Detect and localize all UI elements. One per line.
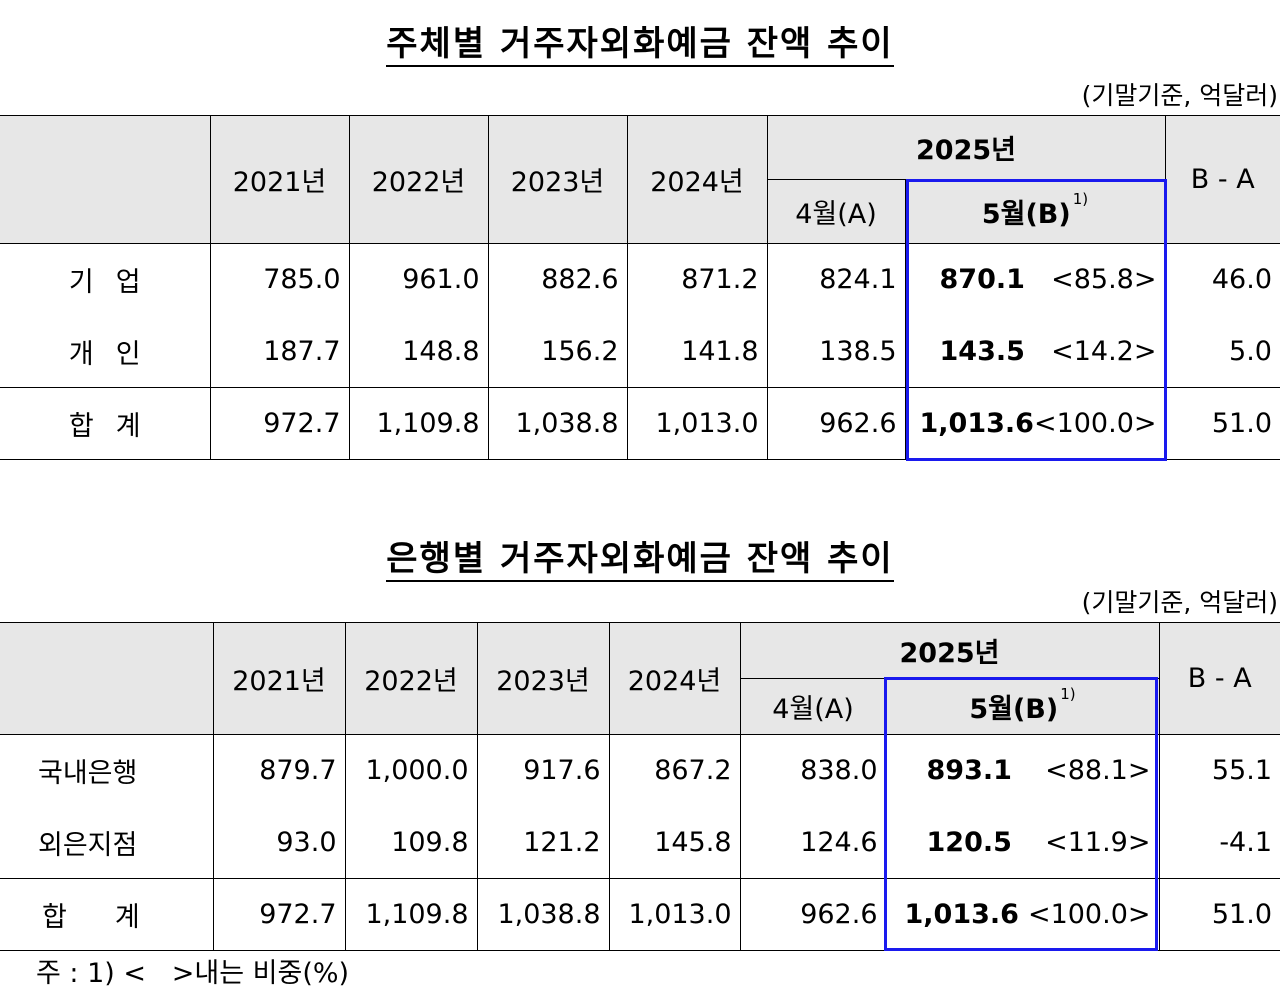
table1-header-2025: 2025년 (766, 115, 1166, 180)
row-label: 합계 (0, 387, 211, 460)
table1-unit: (기말기준, 억달러) (1081, 81, 1278, 110)
table2-unit: (기말기준, 억달러) (1081, 588, 1278, 617)
may-cell: 1,013.6 <100.0> (885, 878, 1160, 951)
cell: 917.6 (476, 734, 610, 807)
cell: 145.8 (608, 806, 741, 879)
table2-header-2021: 2021년 (212, 622, 346, 735)
cell: 972.7 (212, 878, 346, 951)
table1-title: 주체별 거주자외화예금 잔액 추이 (0, 22, 1280, 67)
may-cell: 1,013.6 <100.0> (904, 387, 1166, 460)
table1-header-april: 4월(A) (766, 179, 906, 244)
cell: 1,109.8 (348, 387, 489, 460)
row-label: 외은지점 (0, 806, 214, 879)
cell: 879.7 (212, 734, 346, 807)
row-label: 합계 (0, 878, 214, 951)
diff-cell: 5.0 (1164, 315, 1280, 388)
table1-header-diff: B - A (1164, 115, 1280, 244)
row-label: 개인 (0, 315, 211, 388)
table2-title: 은행별 거주자외화예금 잔액 추이 (0, 537, 1280, 582)
may-cell: 143.5 <14.2> (904, 315, 1166, 388)
cell: 124.6 (739, 806, 887, 879)
cell: 871.2 (626, 243, 768, 316)
may-cell: 870.1 <85.8> (904, 243, 1166, 316)
cell: 1,013.0 (608, 878, 741, 951)
diff-cell: 55.1 (1158, 734, 1280, 807)
cell: 1,013.0 (626, 387, 768, 460)
table2-header-2025: 2025년 (739, 622, 1160, 679)
table2-header-may: 5월(B) 1) (885, 678, 1160, 735)
cell: 1,038.8 (476, 878, 610, 951)
table1-header-may: 5월(B) 1) (904, 179, 1166, 244)
table2-header-2024: 2024년 (608, 622, 741, 735)
cell: 882.6 (487, 243, 628, 316)
table1-header-2024: 2024년 (626, 115, 768, 244)
cell: 148.8 (348, 315, 489, 388)
table1-header-2023: 2023년 (487, 115, 628, 244)
table2-header-diff: B - A (1158, 622, 1280, 735)
table2-header-blank (0, 622, 214, 735)
cell: 961.0 (348, 243, 489, 316)
table1-row-total: 합계 972.7 1,109.8 1,038.8 1,013.0 962.6 1… (0, 387, 1280, 460)
cell: 109.8 (344, 806, 478, 879)
table1: 2021년 2022년 2023년 2024년 2025년 B - A 4월(A… (0, 115, 1280, 460)
table2-row-foreign: 외은지점 93.0 109.8 121.2 145.8 124.6 120.5 <… (0, 806, 1280, 879)
table1-header-blank (0, 115, 211, 244)
cell: 93.0 (212, 806, 346, 879)
may-cell: 893.1 <88.1> (885, 734, 1160, 807)
table1-row-corporate: 기업 785.0 961.0 882.6 871.2 824.1 870.1 <8… (0, 243, 1280, 316)
cell: 156.2 (487, 315, 628, 388)
table2: 2021년 2022년 2023년 2024년 2025년 B - A 4월(A… (0, 622, 1280, 951)
cell: 187.7 (209, 315, 350, 388)
cell: 838.0 (739, 734, 887, 807)
diff-cell: -4.1 (1158, 806, 1280, 879)
cell: 121.2 (476, 806, 610, 879)
cell: 138.5 (766, 315, 906, 388)
footnote: 주 : 1) < >내는 비중(%) (36, 958, 350, 989)
table1-header-2022: 2022년 (348, 115, 489, 244)
cell: 972.7 (209, 387, 350, 460)
table2-header-2023: 2023년 (476, 622, 610, 735)
diff-cell: 51.0 (1164, 387, 1280, 460)
cell: 962.6 (766, 387, 906, 460)
diff-cell: 46.0 (1164, 243, 1280, 316)
row-label: 국내은행 (0, 734, 214, 807)
table1-row-individual: 개인 187.7 148.8 156.2 141.8 138.5 143.5 <1… (0, 315, 1280, 388)
table2-row-total: 합계 972.7 1,109.8 1,038.8 1,013.0 962.6 1… (0, 878, 1280, 951)
may-cell: 120.5 <11.9> (885, 806, 1160, 879)
table2-header-2022: 2022년 (344, 622, 478, 735)
cell: 824.1 (766, 243, 906, 316)
cell: 785.0 (209, 243, 350, 316)
table1-header-2021: 2021년 (209, 115, 350, 244)
cell: 141.8 (626, 315, 768, 388)
row-label: 기업 (0, 243, 211, 316)
cell: 1,109.8 (344, 878, 478, 951)
table2-row-domestic: 국내은행 879.7 1,000.0 917.6 867.2 838.0 893… (0, 734, 1280, 807)
cell: 867.2 (608, 734, 741, 807)
diff-cell: 51.0 (1158, 878, 1280, 951)
table2-header-april: 4월(A) (739, 678, 887, 735)
cell: 962.6 (739, 878, 887, 951)
cell: 1,000.0 (344, 734, 478, 807)
cell: 1,038.8 (487, 387, 628, 460)
